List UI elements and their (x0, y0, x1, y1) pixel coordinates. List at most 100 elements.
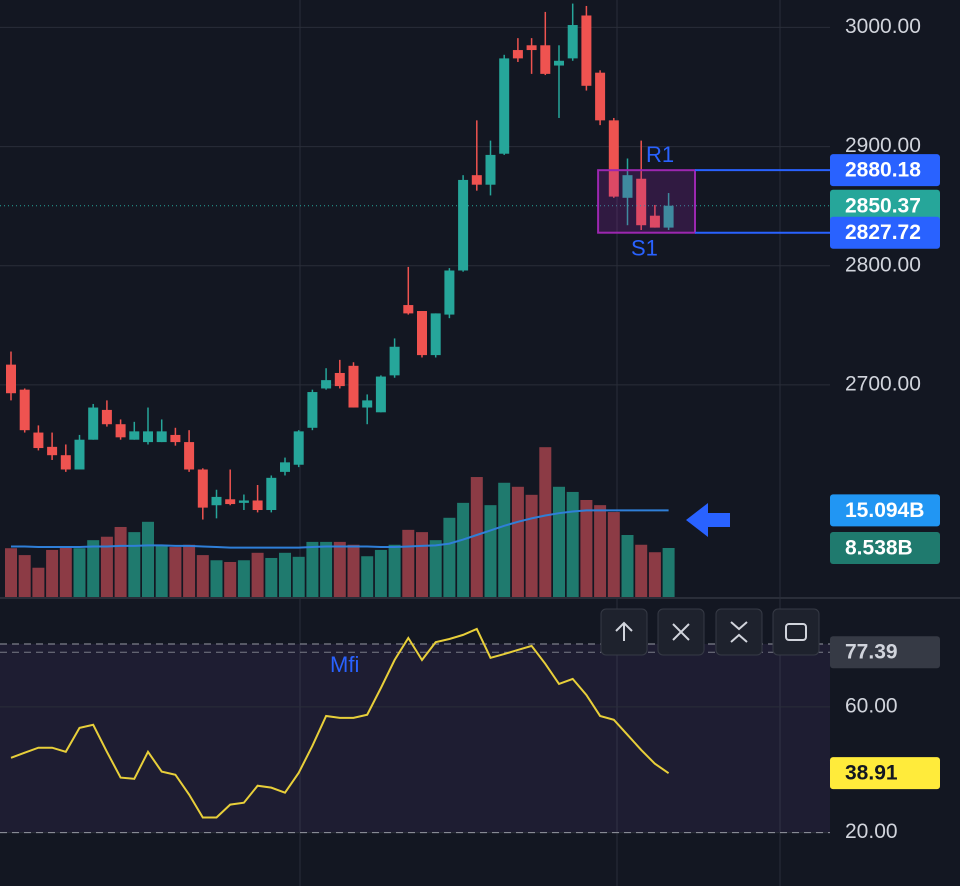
level-tag: 2827.72 (845, 221, 921, 244)
volume-bar (155, 544, 168, 597)
y-tick-label: 2800.00 (845, 253, 921, 276)
volume-bar (374, 549, 387, 597)
volume-bar (580, 499, 593, 597)
y-tick-label: 3000.00 (845, 15, 921, 38)
candle-body (225, 499, 236, 505)
volume-bar (73, 548, 86, 597)
candle-body (389, 346, 400, 376)
volume-bar (210, 560, 223, 597)
close-button[interactable] (657, 608, 705, 656)
volume-bar (361, 556, 374, 597)
candle-body (19, 389, 30, 431)
candle-body (101, 409, 112, 425)
candle-body (622, 175, 633, 198)
volume-bar (470, 477, 483, 597)
volume-bar (46, 549, 59, 597)
last-price-tag-bg (830, 189, 940, 222)
band-fill (0, 644, 830, 833)
sr-box (597, 169, 696, 234)
volume-bar (498, 482, 511, 597)
candle-body (266, 477, 277, 511)
candle-body (636, 178, 647, 226)
mfi-pane: 60.00 20.00 Mfi 77.39 38.91 (0, 627, 940, 843)
y-tick-label: 2700.00 (845, 372, 921, 395)
volume-bar (320, 541, 333, 597)
volume-tag-bg (830, 531, 940, 564)
candle-body (307, 392, 318, 428)
indicator-name: Mfi (330, 652, 359, 677)
volume-bar (32, 567, 45, 597)
volume-bar (429, 540, 442, 597)
volume-bar (525, 494, 538, 597)
arrow-marker (686, 503, 730, 537)
volume-bar (484, 505, 497, 597)
candle-body (156, 431, 167, 443)
last-value-tag: 38.91 (845, 762, 898, 785)
price-pane: 3000.00 2900.00 2800.00 2700.00 R1 S1 2880.18 2… (0, 3, 940, 597)
volume-bar (169, 547, 182, 597)
candle-body (581, 15, 592, 86)
candle-body (184, 442, 195, 470)
level-tag: 2880.18 (845, 159, 921, 182)
volume-bar (388, 544, 401, 597)
volume-bar (292, 556, 305, 597)
volume-bar (457, 502, 470, 597)
volume-bar (251, 552, 264, 597)
volume-bar (511, 486, 524, 597)
volume-bar (142, 521, 154, 597)
volume-bar (635, 544, 648, 597)
candle-body (403, 305, 414, 314)
candle-body (375, 376, 386, 413)
last-price-tag: 2850.37 (845, 194, 921, 217)
volume-bar (306, 541, 319, 597)
candle-body (129, 431, 140, 440)
candle-body (115, 424, 126, 438)
volume-bar (265, 557, 278, 597)
volume-bar (347, 544, 360, 597)
mfi-line (10, 627, 670, 819)
volume-bar (87, 540, 100, 597)
candle-body (430, 313, 441, 356)
candle-body (417, 311, 427, 356)
candle-body (60, 455, 71, 470)
candle-body (321, 380, 332, 389)
volume-tag: 8.538B (845, 537, 913, 560)
volume-bar (128, 532, 141, 597)
candle-body (280, 462, 290, 472)
volume-ma-tag: 15.094B (845, 499, 924, 522)
candle-body (512, 50, 523, 59)
volume-bar (196, 555, 209, 597)
volume-bar (662, 547, 675, 597)
candle-body (444, 270, 455, 315)
volume-bar (621, 535, 634, 597)
volume-bar (114, 526, 127, 597)
candle-body (471, 175, 482, 185)
volume-bar (279, 552, 291, 597)
candle-body (143, 431, 153, 443)
maximize-button[interactable] (772, 608, 820, 656)
candle-body (595, 72, 606, 121)
y-tick-label: 2900.00 (845, 134, 921, 157)
candle-body (348, 365, 359, 408)
candle-body (6, 364, 16, 394)
level-tag-bg (830, 154, 940, 187)
candle-body (197, 469, 208, 508)
level-name: R1 (646, 142, 674, 167)
candle-body (499, 58, 510, 154)
volume-bar (416, 532, 428, 597)
volume-bar (333, 541, 346, 597)
move-up-button[interactable] (600, 608, 648, 656)
volume-bar (553, 486, 565, 597)
volume-ma-line (11, 509, 669, 549)
volume-bar (18, 555, 31, 597)
candle-body (540, 45, 551, 74)
volume-bar (539, 447, 552, 597)
volume-ma-tag-bg (830, 494, 940, 527)
candle-body (663, 205, 674, 228)
candle-body (33, 432, 44, 449)
candle-body (608, 120, 619, 197)
volume-bar (224, 561, 237, 597)
collapse-button[interactable] (715, 608, 763, 656)
